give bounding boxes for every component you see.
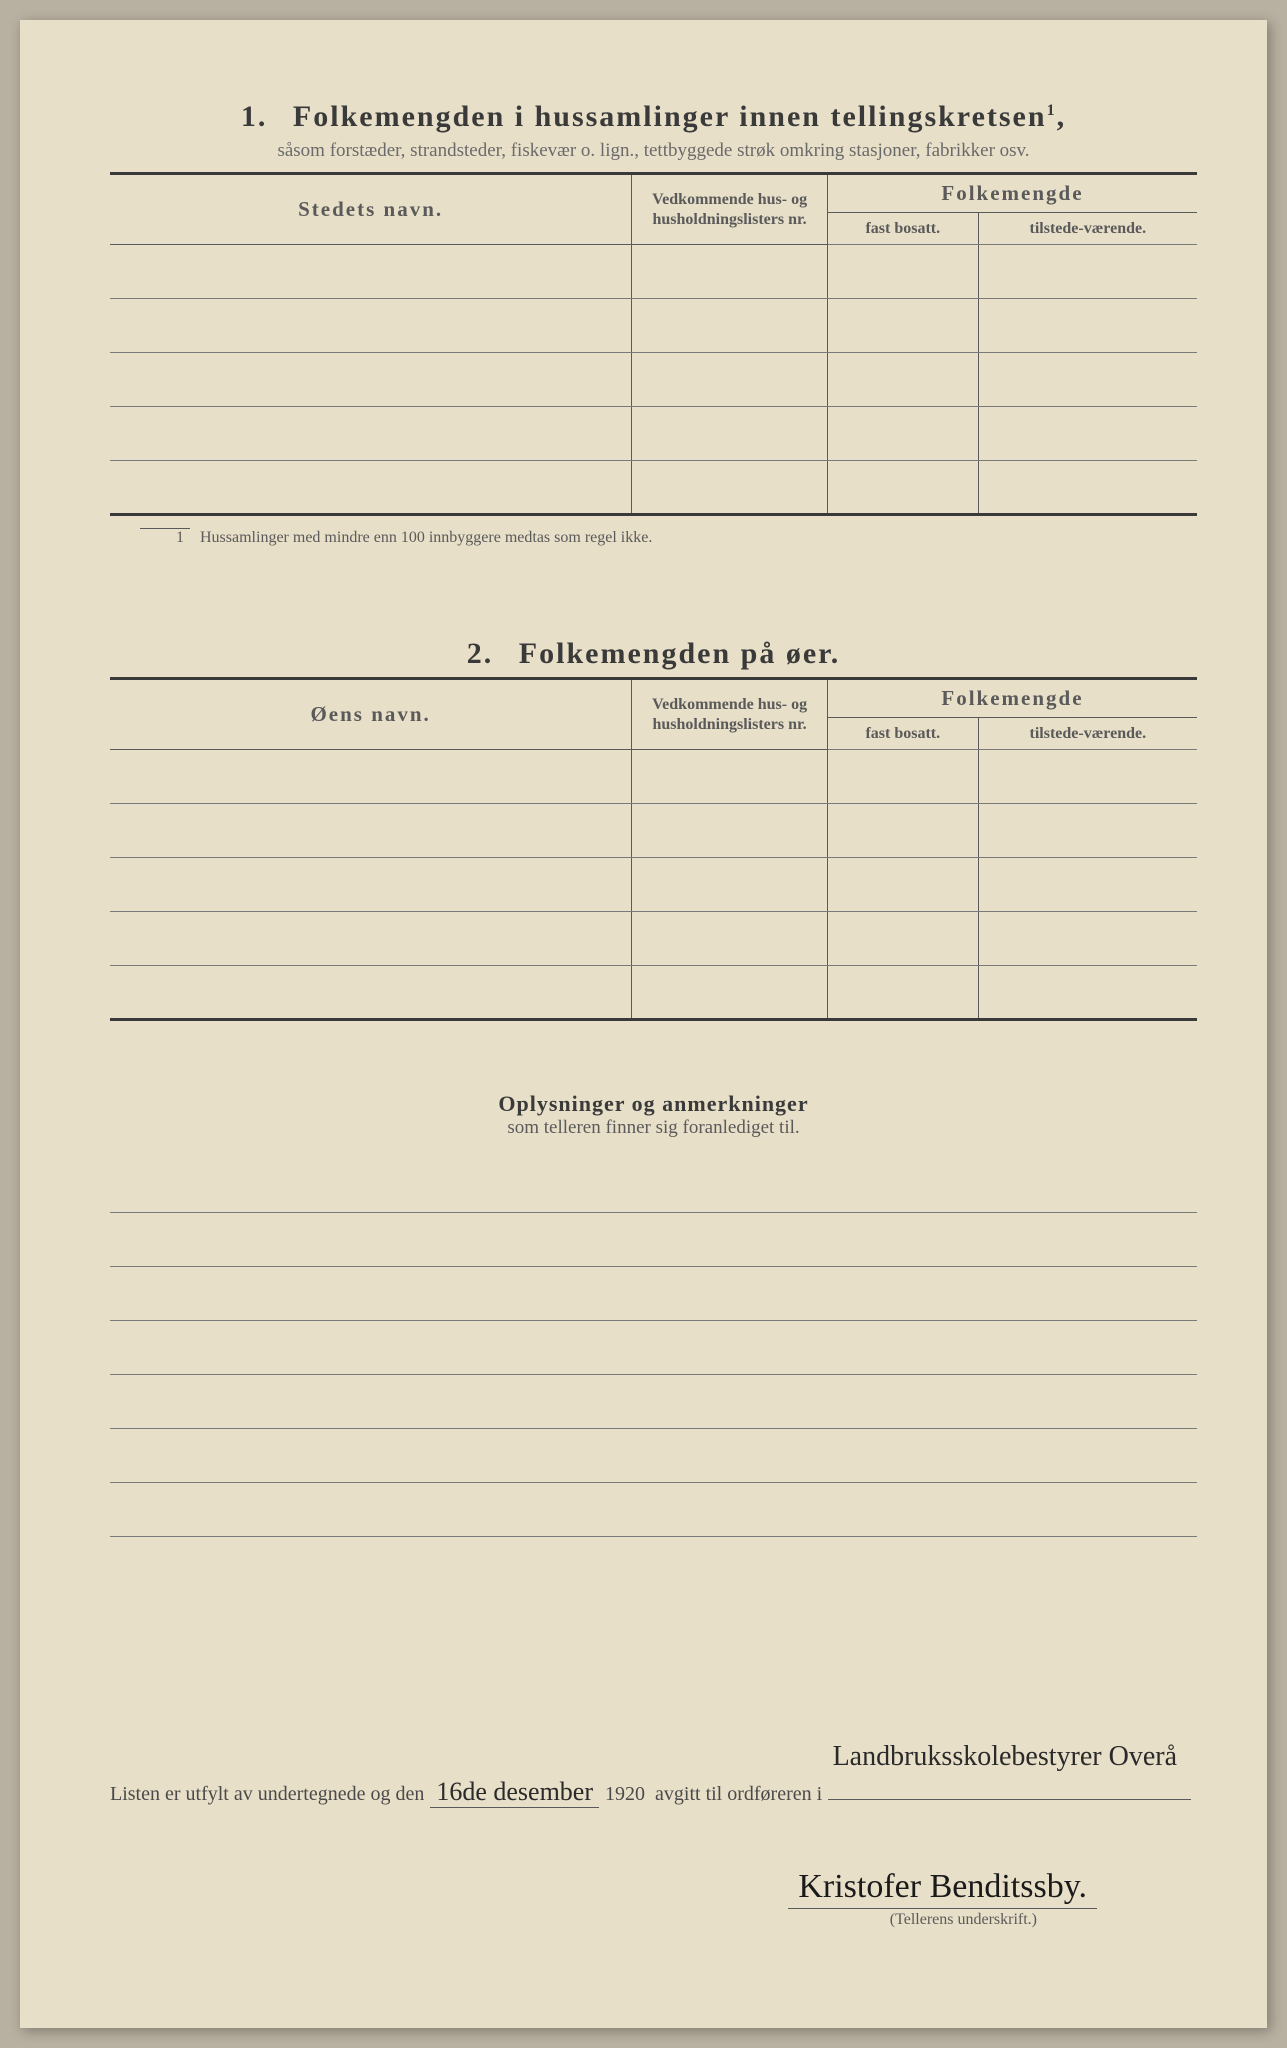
table-row: [110, 245, 1197, 299]
section1-title: 1. Folkemengden i hussamlinger innen tel…: [110, 100, 1197, 134]
table2-col-tilst: tilstede-værende.: [978, 718, 1197, 750]
footnote-ref: 1: [140, 528, 190, 547]
footnote1: 1 Hussamlinger med mindre enn 100 innbyg…: [110, 528, 1197, 547]
section2-title: 2. Folkemengden på øer.: [110, 637, 1197, 671]
signature-area: Landbruksskolebestyrer Overå Listen er u…: [110, 1777, 1197, 1929]
table1: Stedets navn. Vedkommende hus- og hushol…: [110, 172, 1197, 516]
section1-title-text: Folkemengden i hussamlinger innen tellin…: [293, 100, 1047, 133]
table-row: [110, 858, 1197, 912]
signer-label: (Tellerens underskrift.): [110, 1911, 1197, 1929]
note-line: [110, 1429, 1197, 1483]
note-line: [110, 1159, 1197, 1213]
table1-col-tilst: tilstede-værende.: [978, 213, 1197, 245]
footnote-text: Hussamlinger med mindre enn 100 innbygge…: [200, 529, 652, 546]
table-row: [110, 804, 1197, 858]
table2-col-hus: Vedkommende hus- og husholdningslisters …: [632, 679, 828, 750]
note-line: [110, 1321, 1197, 1375]
signer-name: Kristofer Benditssby.: [788, 1868, 1097, 1909]
table-row: [110, 912, 1197, 966]
table2-col-name: Øens navn.: [110, 679, 632, 750]
section1-sup: 1: [1047, 102, 1057, 119]
sig-text-a: Listen er utfylt av undertegnede og den: [110, 1783, 424, 1806]
table-row: [110, 353, 1197, 407]
table-row: [110, 461, 1197, 515]
table2-col-folk: Folkemengde: [827, 679, 1197, 718]
table-row: [110, 407, 1197, 461]
note-line: [110, 1267, 1197, 1321]
table2-col-fast: fast bosatt.: [827, 718, 978, 750]
sig-date-blank: 16de desember: [430, 1777, 599, 1808]
table-row: [110, 750, 1197, 804]
sig-text-b: avgitt til ordføreren i: [655, 1783, 822, 1806]
note-line: [110, 1483, 1197, 1537]
table-row: [110, 966, 1197, 1020]
sig-year: 1920: [605, 1783, 645, 1806]
note-line: [110, 1213, 1197, 1267]
notes-title: Oplysninger og anmerkninger: [110, 1091, 1197, 1117]
section2-number: 2.: [467, 637, 494, 670]
handwritten-place: Landbruksskolebestyrer Overå: [833, 1741, 1177, 1773]
table-row: [110, 299, 1197, 353]
section2-title-text: Folkemengden på øer.: [519, 637, 840, 670]
table1-col-hus: Vedkommende hus- og husholdningslisters …: [632, 174, 828, 245]
section1-subtitle: såsom forstæder, strandsteder, fiskevær …: [110, 140, 1197, 162]
section1-number: 1.: [241, 100, 268, 133]
table1-col-fast: fast bosatt.: [827, 213, 978, 245]
table2: Øens navn. Vedkommende hus- og husholdni…: [110, 677, 1197, 1021]
table1-col-name: Stedets navn.: [110, 174, 632, 245]
table1-col-folk: Folkemengde: [827, 174, 1197, 213]
note-line: [110, 1375, 1197, 1429]
notes-subtitle: som telleren finner sig foranlediget til…: [110, 1117, 1197, 1139]
document-page: 1. Folkemengden i hussamlinger innen tel…: [20, 20, 1267, 2028]
sig-place-blank: [828, 1799, 1191, 1800]
